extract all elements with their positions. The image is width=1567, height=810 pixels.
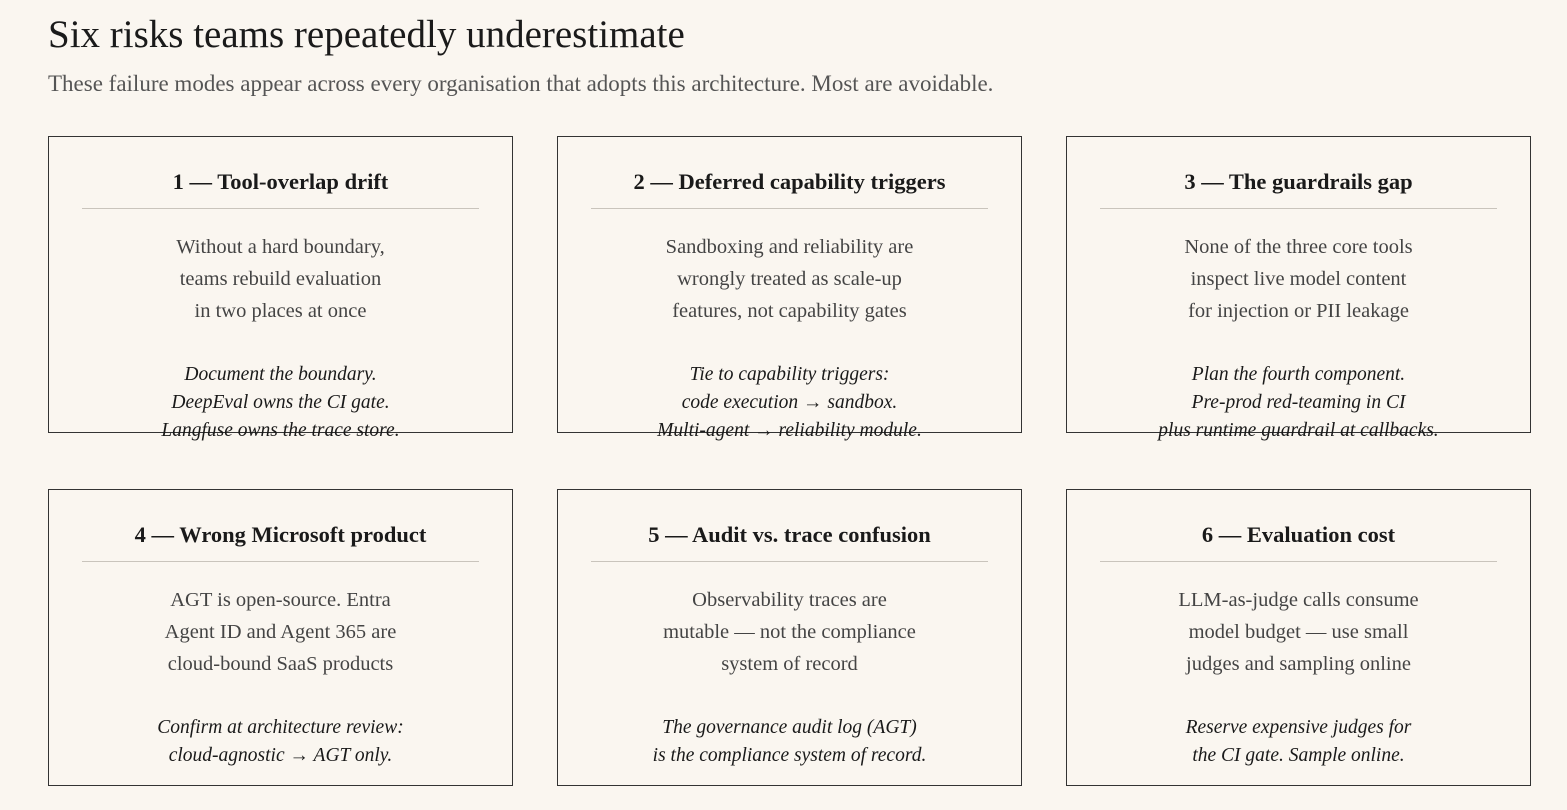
body-line: in two places at once — [194, 300, 367, 322]
divider — [591, 561, 988, 562]
risk-card: 1 — Tool-overlap drift Without a hard bou… — [48, 136, 513, 441]
mitigation-line: code execution → sandbox. — [681, 392, 898, 413]
risk-card: 6 — Evaluation cost LLM-as-judge calls co… — [1066, 489, 1531, 786]
card-title: 3 — The guardrails gap — [1184, 169, 1413, 194]
mitigation-line: Reserve expensive judges for — [1185, 717, 1412, 738]
card-mitigation: Reserve expensive judges for the CI gate.… — [1067, 714, 1530, 770]
mitigation-line: Plan the fourth component. — [1191, 364, 1406, 385]
mitigation-line: Tie to capability triggers: — [689, 364, 890, 385]
body-line: Agent ID and Agent 365 are — [164, 621, 397, 643]
body-line: model budget — use small — [1188, 621, 1409, 643]
body-line: AGT is open-source. Entra — [170, 589, 391, 611]
mitigation-line: the CI gate. Sample online. — [1192, 745, 1405, 766]
card-title: 2 — Deferred capability triggers — [633, 169, 946, 194]
page-title: Six risks teams repeatedly underestimate — [48, 13, 685, 56]
body-line: system of record — [721, 653, 858, 675]
body-line: Sandboxing and reliability are — [665, 236, 914, 258]
card-mitigation: Plan the fourth component. Pre-prod red-t… — [1067, 361, 1530, 445]
divider — [1100, 208, 1497, 209]
mitigation-line: cloud-agnostic → AGT only. — [168, 745, 393, 766]
mitigation-line: Langfuse owns the trace store. — [161, 420, 400, 441]
mitigation-line: Confirm at architecture review: — [157, 717, 404, 738]
card-body: AGT is open-source. Entra Agent ID and Ag… — [49, 584, 512, 680]
card-title: 6 — Evaluation cost — [1201, 522, 1396, 547]
body-line: LLM-as-judge calls consume — [1178, 589, 1419, 611]
mitigation-line: The governance audit log (AGT) — [662, 717, 917, 738]
body-line: None of the three core tools — [1184, 236, 1413, 258]
mitigation-line: Document the boundary. — [184, 364, 377, 385]
card-body: LLM-as-judge calls consume model budget —… — [1067, 584, 1530, 680]
card-body: Without a hard boundary, teams rebuild ev… — [49, 231, 512, 327]
mitigation-line: DeepEval owns the CI gate. — [171, 392, 390, 413]
divider — [82, 561, 479, 562]
risk-card: 4 — Wrong Microsoft product AGT is open-s… — [48, 489, 513, 786]
card-body: None of the three core tools inspect live… — [1067, 231, 1530, 327]
divider — [1100, 561, 1497, 562]
divider — [82, 208, 479, 209]
body-line: cloud-bound SaaS products — [167, 653, 394, 675]
card-title: 5 — Audit vs. trace confusion — [648, 522, 931, 547]
card-mitigation: Tie to capability triggers: code executio… — [558, 361, 1021, 445]
body-line: mutable — not the compliance — [663, 621, 916, 643]
body-line: judges and sampling online — [1186, 653, 1411, 675]
body-line: wrongly treated as scale-up — [677, 268, 902, 290]
card-body: Sandboxing and reliability are wrongly tr… — [558, 231, 1021, 327]
body-line: inspect live model content — [1190, 268, 1407, 290]
body-line: teams rebuild evaluation — [179, 268, 382, 290]
risk-card: 5 — Audit vs. trace confusion Observabili… — [557, 489, 1022, 786]
mitigation-line: is the compliance system of record. — [652, 745, 927, 766]
card-title: 1 — Tool-overlap drift — [172, 169, 389, 194]
mitigation-line: Pre-prod red-teaming in CI — [1191, 392, 1406, 413]
card-title: 4 — Wrong Microsoft product — [134, 522, 427, 547]
mitigation-line: plus runtime guardrail at callbacks. — [1158, 420, 1439, 441]
card-mitigation: The governance audit log (AGT) is the com… — [558, 714, 1021, 770]
card-mitigation: Confirm at architecture review: cloud-agn… — [49, 714, 512, 770]
divider — [591, 208, 988, 209]
risk-card: 3 — The guardrails gap None of the three … — [1066, 136, 1531, 441]
body-line: for injection or PII leakage — [1188, 300, 1409, 322]
mitigation-line: Multi-agent → reliability module. — [657, 420, 922, 441]
card-body: Observability traces are mutable — not th… — [558, 584, 1021, 680]
body-line: features, not capability gates — [672, 300, 907, 322]
card-mitigation: Document the boundary. DeepEval owns the … — [49, 361, 512, 445]
page-subtitle: These failure modes appear across every … — [48, 71, 994, 96]
body-line: Observability traces are — [692, 589, 887, 611]
risk-card: 2 — Deferred capability triggers Sandboxi… — [557, 136, 1022, 441]
body-line: Without a hard boundary, — [176, 236, 385, 258]
